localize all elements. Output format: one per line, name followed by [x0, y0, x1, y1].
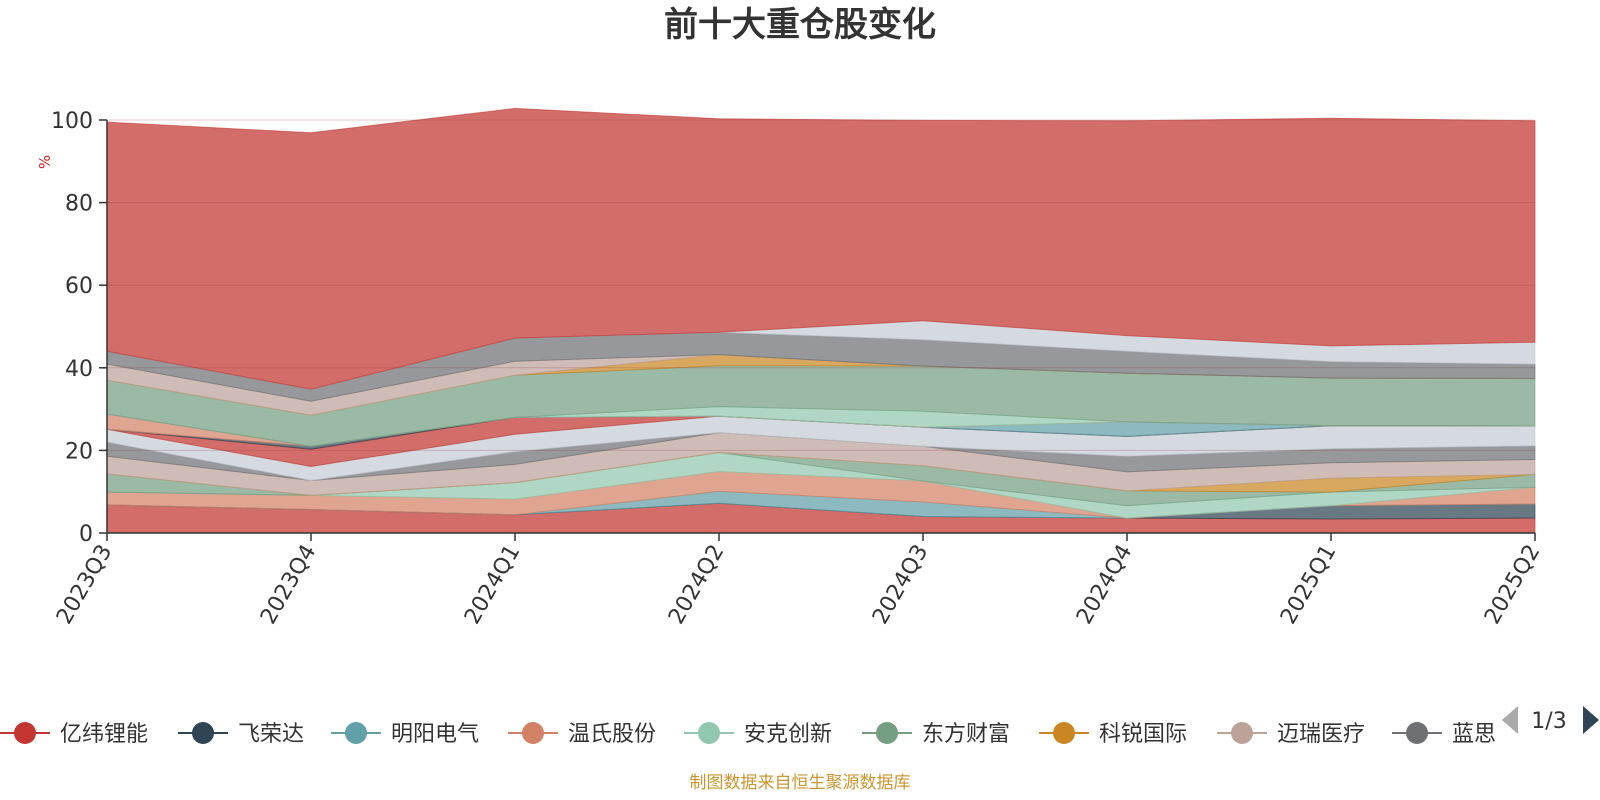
x-tick-label: 2023Q3 [52, 541, 117, 629]
legend-item[interactable]: 明阳电气 [331, 722, 479, 747]
legend-marker-icon [1053, 722, 1075, 744]
legend-marker-icon [522, 722, 544, 744]
legend-item[interactable]: 温氏股份 [508, 722, 656, 747]
legend-item[interactable]: 亿纬锂能 [0, 722, 148, 747]
legend-marker-icon [345, 722, 367, 744]
y-tick-label: 40 [65, 357, 93, 382]
legend-marker-icon [14, 722, 36, 744]
legend-label: 飞荣达 [238, 722, 304, 747]
legend-item[interactable]: 科锐国际 [1039, 722, 1187, 747]
legend-item[interactable]: 安克创新 [684, 722, 832, 747]
legend-page-indicator: 1/3 [1531, 709, 1566, 734]
legend-label: 迈瑞医疗 [1277, 722, 1365, 747]
y-tick-label: 60 [65, 274, 93, 299]
x-tick-label: 2025Q2 [1480, 541, 1545, 629]
area-series-20 [106, 107, 1536, 390]
x-tick-label: 2024Q1 [460, 541, 525, 629]
legend-item[interactable]: 飞荣达 [178, 722, 304, 747]
legend-marker-icon [192, 722, 214, 744]
legend-item[interactable]: 迈瑞医疗 [1217, 722, 1365, 747]
y-tick-label: 80 [65, 192, 93, 217]
y-tick-label: 100 [51, 109, 93, 134]
legend-marker-icon [1406, 722, 1428, 744]
legend-label: 亿纬锂能 [60, 722, 148, 747]
area-series-group [106, 107, 1536, 534]
x-tick-label: 2024Q4 [1072, 541, 1137, 629]
x-tick-label: 2024Q3 [868, 541, 933, 629]
legend-marker-icon [876, 722, 898, 744]
legend-pager[interactable]: 1/3 [1502, 706, 1599, 734]
legend-label: 温氏股份 [568, 722, 656, 747]
x-tick-label: 2025Q1 [1276, 541, 1341, 629]
chart-title: 前十大重仓股变化 [664, 5, 936, 45]
legend-item[interactable]: 东方财富 [862, 722, 1010, 747]
y-tick-label: 0 [79, 522, 93, 547]
y-tick-label: 20 [65, 439, 93, 464]
legend-prev-page-icon[interactable] [1502, 706, 1518, 734]
legend-next-page-icon[interactable] [1583, 706, 1599, 734]
legend-marker-icon [698, 722, 720, 744]
legend-label: 东方财富 [922, 722, 1010, 747]
x-tick-label: 2024Q2 [664, 541, 729, 629]
legend-label: 明阳电气 [391, 722, 479, 747]
legend-label: 安克创新 [744, 722, 832, 747]
gridlines [107, 119, 1535, 451]
x-tick-label: 2023Q4 [256, 541, 321, 629]
legend-item[interactable]: 蓝思 [1392, 722, 1496, 747]
legend-label: 蓝思 [1452, 722, 1496, 747]
legend-label: 科锐国际 [1099, 722, 1187, 747]
data-source-note: 制图数据来自恒生聚源数据库 [690, 773, 911, 793]
y-axis-label: % [36, 155, 54, 169]
legend-marker-icon [1231, 722, 1253, 744]
legend[interactable]: 亿纬锂能 飞荣达 明阳电气 温氏股份 安克创新 东方财富 科锐国际 迈瑞医疗 蓝思 [0, 722, 1496, 747]
